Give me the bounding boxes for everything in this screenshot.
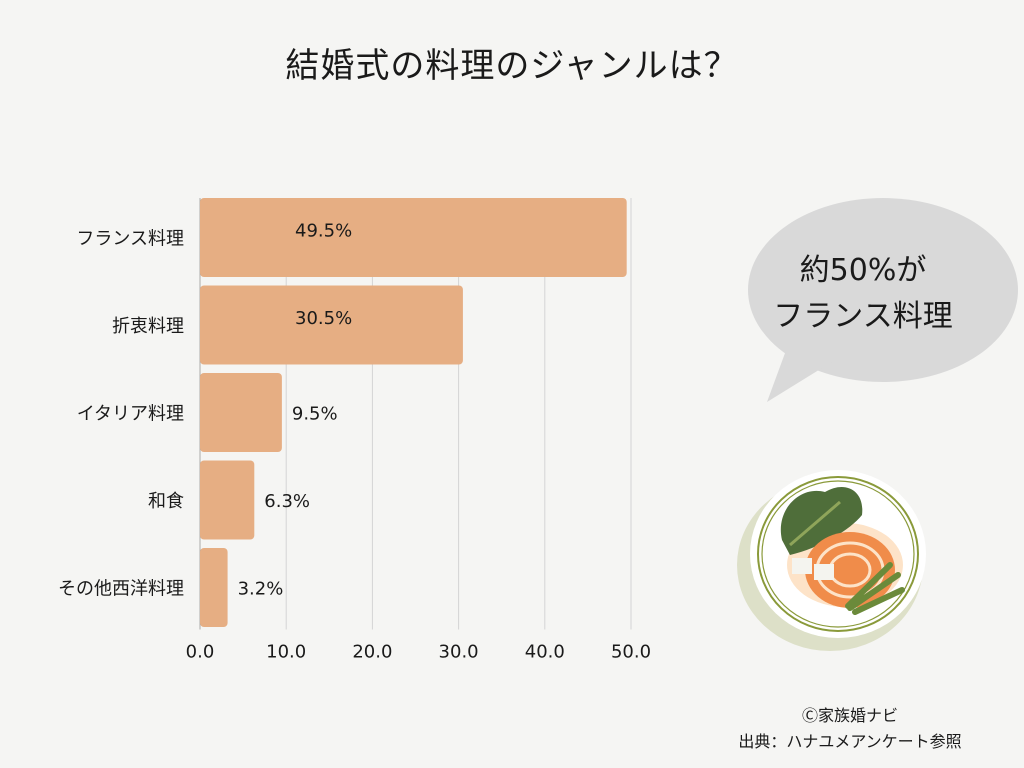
x-tick-label: 40.0 <box>525 642 565 663</box>
category-label: 折衷料理 <box>112 316 184 337</box>
speech-bubble <box>748 198 1018 402</box>
data-label: 30.5% <box>295 308 352 329</box>
copyright-text: Ⓒ家族婚ナビ <box>801 706 898 725</box>
category-label: その他西洋料理 <box>58 579 184 600</box>
data-label: 3.2% <box>238 579 284 600</box>
bar <box>200 548 228 627</box>
bar <box>200 373 282 452</box>
callout-text: 約50%が フランス料理 <box>748 248 978 340</box>
bar <box>200 460 255 540</box>
x-tick-label: 10.0 <box>266 642 306 663</box>
category-label: 和食 <box>148 491 184 512</box>
category-label: イタリア料理 <box>77 404 184 425</box>
data-label: 6.3% <box>264 491 310 512</box>
bar-chart: 0.0 10.0 20.0 30.0 40.0 50.0 フランス料理 49.5% 折衷料理 30… <box>58 198 651 663</box>
bar <box>200 198 627 277</box>
x-tick-label: 30.0 <box>439 642 479 663</box>
bar <box>200 285 463 365</box>
callout-line-1: 約50%が <box>799 253 927 288</box>
plate-food-icon <box>737 470 926 651</box>
x-tick-label: 20.0 <box>352 642 392 663</box>
callout-line-2: フランス料理 <box>773 299 953 334</box>
x-tick-label: 0.0 <box>186 642 215 663</box>
x-tick-label: 50.0 <box>611 642 651 663</box>
source-text: 出典：ハナユメアンケート参照 <box>738 732 962 751</box>
data-label: 9.5% <box>292 404 338 425</box>
chart-title: 結婚式の料理のジャンルは？ <box>285 46 739 86</box>
data-label: 49.5% <box>295 221 352 242</box>
category-label: フランス料理 <box>76 229 184 250</box>
